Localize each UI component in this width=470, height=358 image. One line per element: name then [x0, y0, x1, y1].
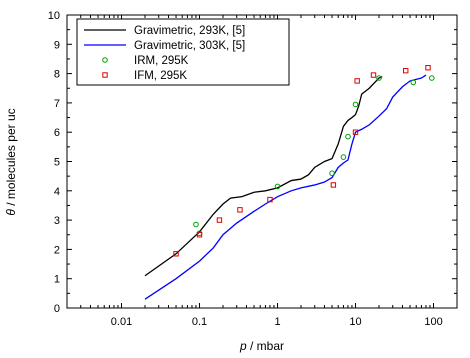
data-point-square — [403, 67, 409, 74]
y-tick-label: 7 — [54, 98, 60, 110]
data-point-circle — [410, 79, 417, 86]
legend-label: IFM, 295K — [134, 70, 187, 82]
x-axis-label-symbol: p — [239, 339, 247, 353]
data-point-circle — [345, 133, 351, 140]
data-point-circle — [340, 154, 347, 160]
data-point-square — [237, 207, 243, 213]
y-tick-label: 9 — [54, 39, 60, 51]
series-line — [144, 74, 427, 300]
data-point-square — [370, 72, 377, 78]
data-point-square — [173, 251, 179, 257]
data-point-square — [216, 217, 223, 223]
legend-marker-square — [102, 72, 108, 78]
series-4 — [173, 65, 431, 257]
y-tick-label: 4 — [54, 186, 60, 198]
x-tick-label: 100 — [424, 316, 442, 328]
y-tick-label: 8 — [54, 69, 60, 81]
y-tick-label: 1 — [54, 274, 60, 286]
series-layer — [144, 65, 435, 300]
legend: Gravimetric, 293K, [5] Gravimetric, 303K,… — [76, 18, 290, 86]
y-axis-label: θ / molecules per uc — [4, 108, 18, 215]
data-point-circle — [352, 101, 359, 108]
y-tick-label: 3 — [54, 215, 60, 227]
y-tick-label: 10 — [48, 10, 60, 22]
data-point-circle — [329, 170, 335, 177]
x-tick-label: 10 — [349, 316, 361, 328]
y-axis: 0 1 2 3 4 5 6 7 8 9 10 — [48, 10, 457, 315]
x-axis-label: p / mbar — [239, 339, 284, 353]
legend-marker-circle — [102, 57, 108, 63]
data-point-square — [267, 196, 273, 203]
y-tick-label: 6 — [54, 127, 60, 139]
x-tick-label: 0.01 — [111, 316, 132, 328]
legend-label: Gravimetric, 303K, [5] — [134, 40, 245, 52]
legend-label: IRM, 295K — [134, 55, 189, 67]
data-point-square — [354, 78, 360, 84]
series-3 — [193, 75, 435, 237]
y-tick-label: 0 — [54, 303, 60, 315]
series-2 — [144, 74, 427, 300]
data-point-circle — [274, 183, 281, 190]
series-line — [144, 75, 383, 277]
data-point-circle — [193, 221, 199, 228]
y-axis-label-unit: / molecules per uc — [4, 108, 18, 209]
x-axis-label-unit: / mbar — [247, 339, 284, 353]
x-tick-label: 0.1 — [192, 316, 207, 328]
x-tick-label: 1 — [274, 316, 280, 328]
data-point-square — [330, 182, 337, 188]
y-tick-label: 2 — [54, 244, 60, 256]
data-point-square — [425, 65, 431, 71]
legend-label: Gravimetric, 293K, [5] — [134, 25, 245, 37]
series-1 — [144, 75, 383, 277]
data-point-square — [196, 232, 203, 238]
y-axis-label-symbol: θ — [4, 209, 18, 216]
x-axis: 0.01 0.1 1 10 100 — [66, 15, 458, 328]
data-point-circle — [376, 75, 382, 81]
data-point-circle — [428, 75, 435, 81]
data-point-square — [352, 129, 359, 135]
y-tick-label: 5 — [54, 157, 60, 169]
